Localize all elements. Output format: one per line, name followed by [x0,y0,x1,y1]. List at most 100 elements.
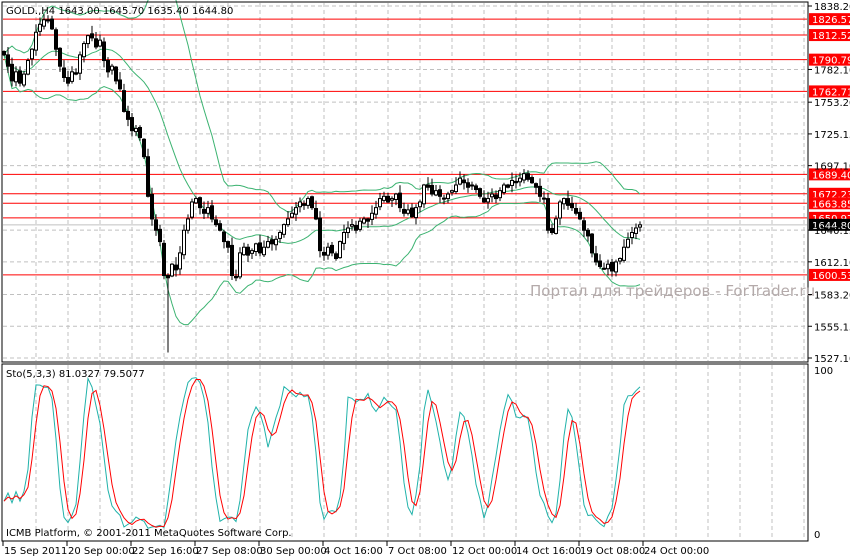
time-tick-label: 14 Oct 16:00 [516,546,581,557]
candle-bear [18,70,22,84]
candle-bear [586,229,590,237]
candle-bear [126,110,130,120]
candle-bull [450,190,454,193]
lower-band [3,54,641,326]
candle-bull [186,218,190,231]
candle-bull [290,212,294,218]
candle-bull [342,232,346,244]
candle-bear [226,241,230,248]
current-price-box [809,218,850,231]
candle-bull [346,227,350,234]
middle-band [3,48,641,244]
main-panel-frame [1,1,809,363]
candle-bear [582,220,586,231]
current-price-label: 1644.80 [812,221,850,232]
candle-bear [130,117,134,132]
candle-bull [378,198,382,208]
time-tick-label: 27 Sep 08:00 [196,546,263,557]
level-label-box [809,268,850,281]
candle-bear [50,18,54,30]
candle-bear [150,194,154,220]
candle-bear [94,38,98,48]
candle-bear [318,217,322,252]
candle-bull [70,71,74,82]
candle-bull [502,184,506,193]
candle-bear [102,41,106,62]
level-label: 1689.40 [812,170,850,181]
candle-bull [178,252,182,270]
candle-bear [6,54,10,67]
time-tick-label: 15 Sep 2011 [4,546,67,557]
candle-bear [222,231,226,243]
horizontal-levels[interactable]: 1826.57 1812.52 1790.79 1762.71 1689.40 1672.… [3,13,850,282]
candle-bear [442,197,446,200]
candle-bear [54,29,58,50]
candle-bull [170,263,174,277]
level-label-box [809,85,850,98]
candle-bull [98,39,102,47]
candle-bull [634,227,638,234]
level-label: 1663.85 [812,199,850,210]
candle-bear [322,251,326,256]
time-tick-label: 7 Oct 08:00 [388,546,447,557]
level-label-box [809,187,850,200]
time-tick-label: 19 Oct 08:00 [580,546,645,557]
candle-bull [250,250,254,254]
candle-bear [402,208,406,214]
candle-bull [510,179,514,186]
candle-bear [514,180,518,184]
candle-bear [174,264,178,271]
candle-bear [478,188,482,197]
candle-bull [370,212,374,220]
candle-bull [418,201,422,208]
time-tick-label: 30 Sep 00:00 [260,546,327,557]
candle-bear [310,196,314,209]
candle-bear [118,79,122,90]
candle-bull [358,220,362,230]
candle-bull [30,48,34,60]
candle-bull [422,184,426,205]
candle-bear [366,218,370,222]
candle-bear [474,185,478,191]
candle-bull [630,232,634,238]
level-label: 1762.71 [812,87,850,98]
level-label: 1790.79 [812,56,850,67]
candle-bear [114,66,118,82]
candle-bear [550,227,554,234]
candle-bear [570,203,574,209]
copyright-text: ICMB Platform, © 2001-2011 MetaQuotes So… [6,528,292,539]
candle-bear [526,173,530,180]
candle-bull [486,198,490,203]
candle-bear [202,208,206,214]
price-tick-label: 1555.15 [814,322,850,333]
indicator-tick-label: 100 [814,366,833,377]
candle-bear [166,275,170,279]
symbol-header: GOLD.,H4 1643.00 1645.70 1635.40 1644.80 [6,6,233,17]
candle-bull [42,19,46,27]
candle-bear [534,183,538,188]
indicator-header: Sto(5,3,3) 81.0327 79.5077 [6,369,145,380]
candle-bull [618,258,622,262]
candle-bear [386,195,390,203]
candle-bear [74,72,78,75]
candle-bear [106,60,110,73]
candle-bull [110,65,114,71]
candle-bull [374,207,378,215]
candle-bear [594,253,598,263]
candle-bear [314,208,318,220]
candle-bull [622,246,626,261]
time-tick-label: 22 Sep 16:00 [132,546,199,557]
candle-bull [390,198,394,201]
candle-bear [426,184,430,188]
candle-bull [414,207,418,219]
price-tick-label: 1527.10 [814,354,850,365]
candle-bear [598,260,602,267]
candle-bear [466,182,470,188]
bollinger-bands [3,0,641,326]
time-tick-label: 20 Sep 00:00 [68,546,135,557]
candle-bull [194,198,198,204]
candle-bull [434,190,438,196]
level-label-box [809,168,850,181]
candle-bull [470,184,474,187]
